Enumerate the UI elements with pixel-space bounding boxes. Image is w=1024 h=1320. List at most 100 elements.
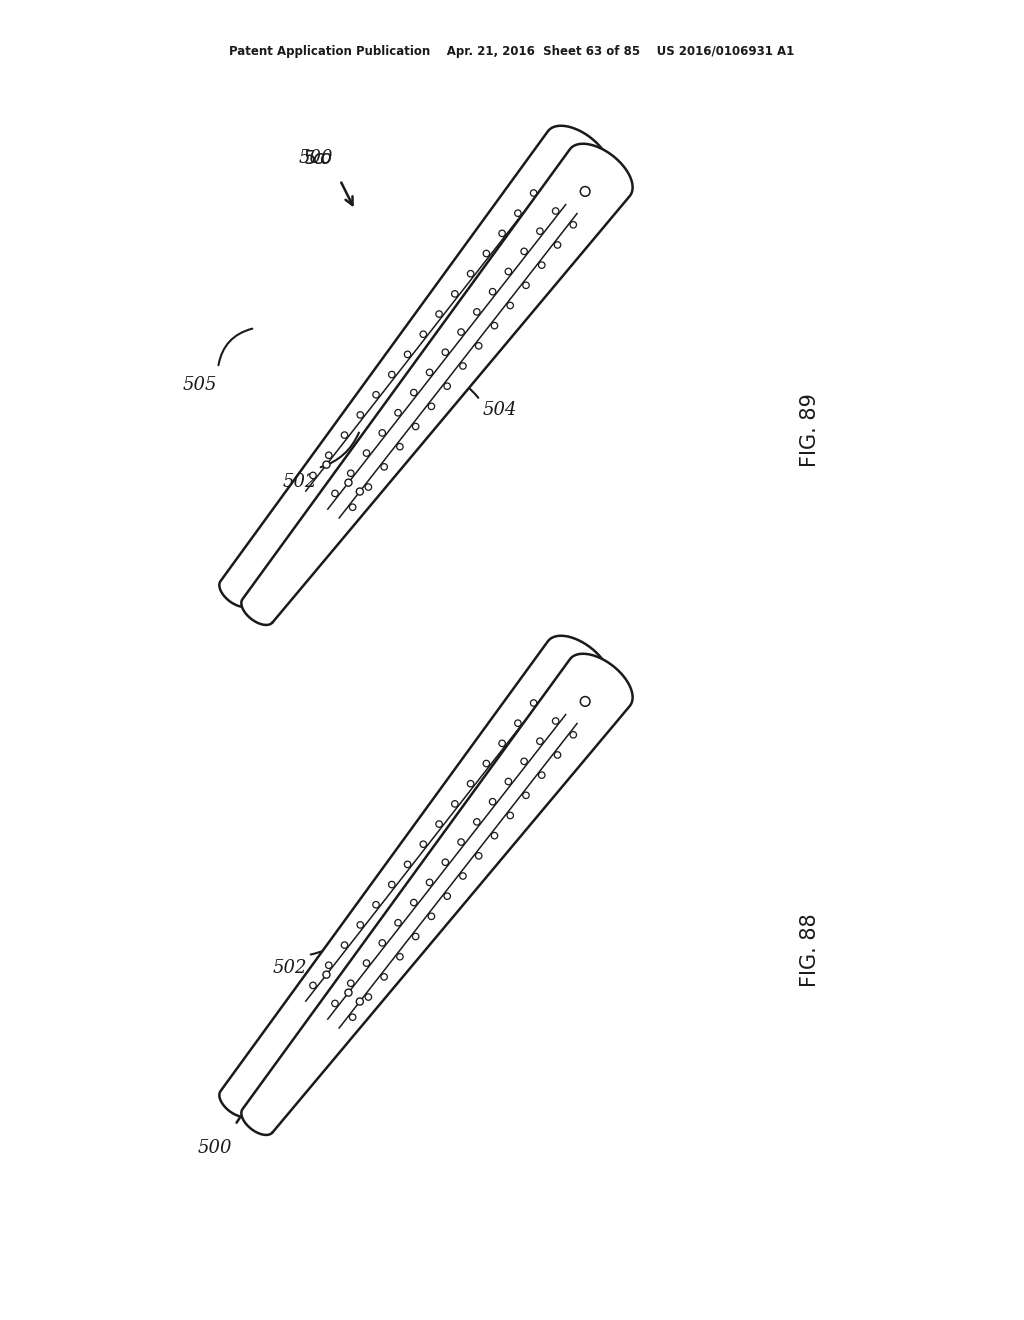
Circle shape (521, 248, 527, 255)
Circle shape (404, 861, 411, 867)
Text: $\mathit{5\!c\!o}$: $\mathit{5\!c\!o}$ (303, 149, 333, 168)
Circle shape (454, 834, 460, 841)
Circle shape (413, 933, 419, 940)
Circle shape (460, 363, 466, 370)
Circle shape (539, 261, 545, 268)
Circle shape (411, 899, 417, 906)
Circle shape (492, 833, 498, 840)
Circle shape (483, 760, 489, 767)
Polygon shape (242, 144, 633, 624)
Circle shape (345, 989, 352, 997)
Circle shape (570, 731, 577, 738)
Circle shape (436, 310, 442, 317)
Polygon shape (219, 125, 610, 607)
Circle shape (452, 290, 458, 297)
Circle shape (532, 223, 539, 230)
Circle shape (390, 405, 397, 412)
Circle shape (326, 962, 332, 969)
Circle shape (469, 814, 476, 821)
Text: 502: 502 (283, 473, 317, 491)
Text: FIG. 89: FIG. 89 (800, 393, 820, 467)
Circle shape (332, 490, 338, 496)
Circle shape (328, 486, 334, 492)
Circle shape (554, 242, 561, 248)
Circle shape (388, 882, 395, 888)
Circle shape (558, 169, 568, 178)
Circle shape (422, 364, 428, 371)
Circle shape (460, 873, 466, 879)
Circle shape (343, 466, 349, 473)
Circle shape (323, 461, 330, 469)
Circle shape (349, 504, 356, 511)
Circle shape (499, 230, 506, 236)
Circle shape (539, 772, 545, 779)
Circle shape (359, 956, 366, 962)
Circle shape (359, 446, 366, 451)
Circle shape (442, 348, 449, 355)
Circle shape (515, 719, 521, 726)
Circle shape (485, 795, 492, 801)
Circle shape (407, 385, 413, 392)
Circle shape (548, 714, 555, 719)
Polygon shape (219, 636, 610, 1117)
Circle shape (341, 432, 348, 438)
Circle shape (530, 190, 537, 197)
Circle shape (366, 994, 372, 1001)
Circle shape (366, 484, 372, 490)
Circle shape (341, 942, 348, 948)
Circle shape (458, 838, 464, 845)
Circle shape (356, 488, 364, 495)
Circle shape (489, 799, 496, 805)
Text: 500: 500 (198, 1139, 232, 1158)
Circle shape (501, 774, 507, 780)
Circle shape (537, 738, 543, 744)
Circle shape (343, 975, 349, 982)
Circle shape (505, 268, 512, 275)
Text: 502: 502 (272, 960, 307, 977)
Circle shape (554, 751, 561, 758)
Circle shape (474, 309, 480, 315)
Circle shape (581, 697, 590, 706)
Circle shape (326, 451, 332, 458)
Circle shape (328, 997, 334, 1002)
Circle shape (347, 979, 354, 986)
Polygon shape (242, 653, 633, 1135)
Circle shape (390, 915, 397, 921)
Circle shape (379, 940, 385, 946)
Circle shape (492, 322, 498, 329)
Circle shape (323, 972, 330, 978)
Circle shape (381, 974, 387, 979)
Circle shape (420, 331, 427, 338)
Circle shape (507, 812, 513, 818)
Circle shape (436, 821, 442, 828)
Circle shape (469, 305, 476, 312)
Text: 504: 504 (482, 401, 517, 418)
Circle shape (422, 875, 428, 882)
Circle shape (499, 741, 506, 747)
Text: Patent Application Publication    Apr. 21, 2016  Sheet 63 of 85    US 2016/01069: Patent Application Publication Apr. 21, … (229, 45, 795, 58)
Circle shape (437, 855, 444, 861)
Text: FIG. 88: FIG. 88 (800, 913, 820, 987)
Circle shape (388, 371, 395, 378)
Circle shape (332, 1001, 338, 1007)
Circle shape (467, 271, 474, 277)
Circle shape (437, 345, 444, 351)
Circle shape (515, 210, 521, 216)
Circle shape (516, 754, 523, 760)
Circle shape (489, 289, 496, 294)
Circle shape (442, 859, 449, 866)
Circle shape (395, 409, 401, 416)
Circle shape (558, 678, 568, 688)
Circle shape (475, 853, 482, 859)
Circle shape (552, 718, 559, 725)
Circle shape (537, 228, 543, 235)
Circle shape (334, 470, 341, 477)
Circle shape (347, 470, 354, 477)
Circle shape (452, 801, 458, 807)
Circle shape (428, 913, 434, 920)
Circle shape (404, 351, 411, 358)
Circle shape (483, 251, 489, 257)
Circle shape (426, 879, 433, 886)
Circle shape (379, 430, 385, 436)
Circle shape (523, 792, 529, 799)
